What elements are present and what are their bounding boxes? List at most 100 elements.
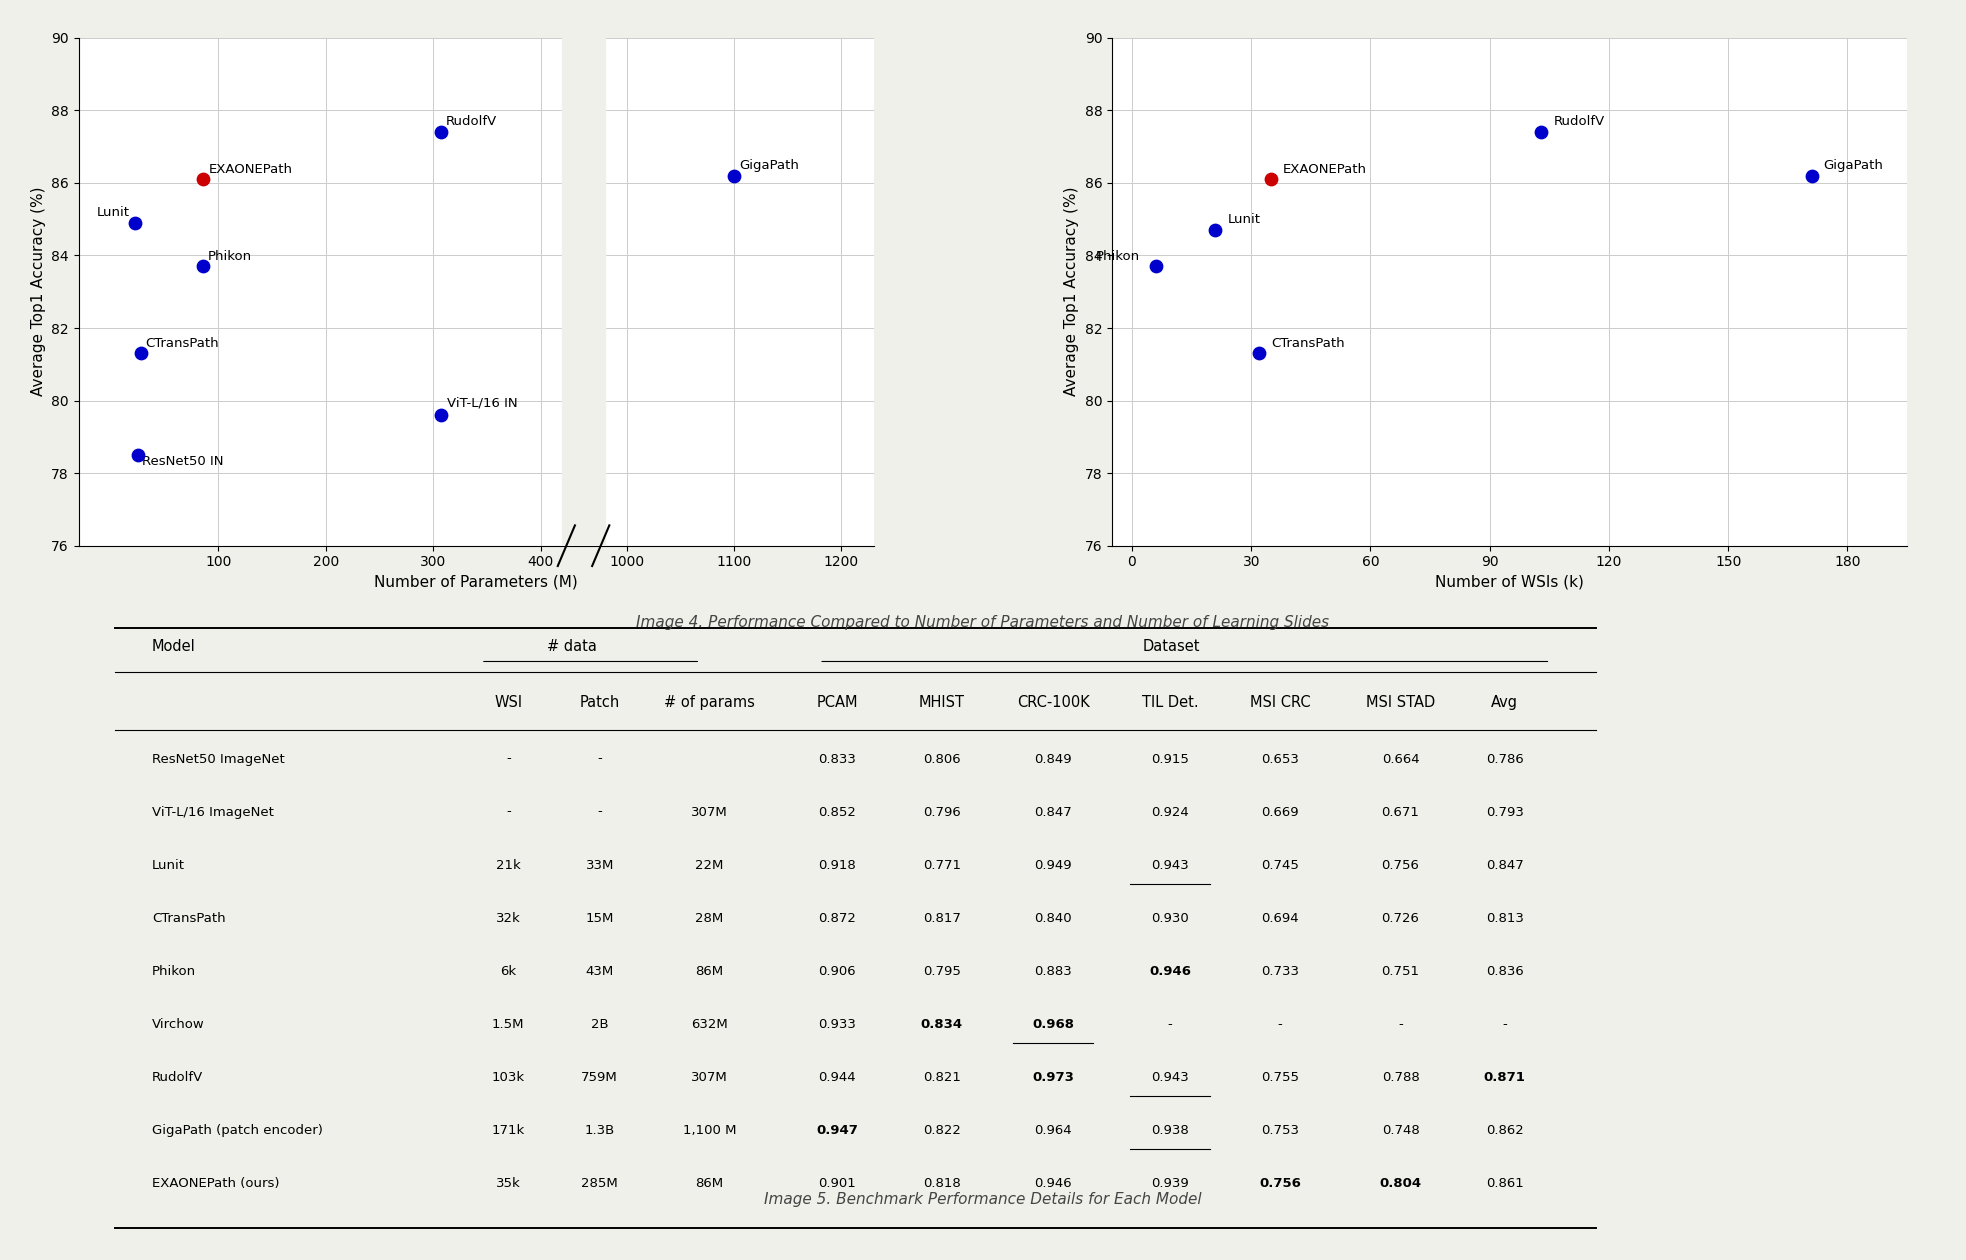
Text: 43M: 43M [586,965,613,978]
Text: 0.748: 0.748 [1382,1124,1419,1137]
Text: 0.733: 0.733 [1260,965,1300,978]
Text: RudolfV: RudolfV [1553,116,1604,129]
Text: 0.753: 0.753 [1260,1124,1300,1137]
Text: MSI CRC: MSI CRC [1250,696,1309,711]
Text: Phikon: Phikon [1095,249,1140,263]
Text: 0.653: 0.653 [1260,752,1300,766]
Text: PCAM: PCAM [816,696,859,711]
Text: 0.817: 0.817 [922,911,961,925]
Point [1199,220,1231,241]
Text: -: - [598,752,602,766]
Text: -: - [505,805,511,819]
Text: Model: Model [151,639,195,654]
Text: Virchow: Virchow [151,1018,204,1031]
Text: 35k: 35k [495,1177,521,1189]
Text: 0.871: 0.871 [1484,1071,1526,1084]
Text: 0.943: 0.943 [1152,1071,1189,1084]
Text: Lunit: Lunit [151,858,185,872]
Text: EXAONEPath: EXAONEPath [208,163,293,175]
Point [1243,343,1274,363]
Text: -: - [1168,1018,1172,1031]
Text: 15M: 15M [586,911,613,925]
Text: 0.788: 0.788 [1382,1071,1419,1084]
Text: 0.852: 0.852 [818,805,857,819]
Text: 0.938: 0.938 [1152,1124,1189,1137]
Text: 0.930: 0.930 [1152,911,1189,925]
Text: 0.918: 0.918 [818,858,857,872]
Text: 0.669: 0.669 [1260,805,1300,819]
Text: 759M: 759M [582,1071,617,1084]
Text: 0.872: 0.872 [818,911,857,925]
Text: 1.3B: 1.3B [584,1124,615,1137]
Text: WSI: WSI [493,696,523,711]
X-axis label: Number of WSIs (k): Number of WSIs (k) [1435,575,1585,590]
Point [187,256,218,276]
Text: 0.836: 0.836 [1486,965,1524,978]
Text: 0.751: 0.751 [1382,965,1419,978]
Text: -: - [505,752,511,766]
Point [118,213,149,233]
Text: CTransPath: CTransPath [145,336,218,350]
Text: 0.671: 0.671 [1382,805,1419,819]
Text: 103k: 103k [492,1071,525,1084]
Text: 0.946: 0.946 [1034,1177,1071,1189]
Text: CTransPath: CTransPath [151,911,226,925]
Text: 86M: 86M [696,1177,723,1189]
Text: 0.840: 0.840 [1034,911,1071,925]
Text: 0.813: 0.813 [1486,911,1524,925]
Point [425,404,456,425]
Text: 2B: 2B [592,1018,609,1031]
Text: 6k: 6k [499,965,517,978]
Point [122,445,153,465]
Text: 0.786: 0.786 [1486,752,1524,766]
Text: Image 5. Benchmark Performance Details for Each Model: Image 5. Benchmark Performance Details f… [765,1192,1201,1207]
Text: # data: # data [547,639,598,654]
Text: -: - [1398,1018,1404,1031]
Text: 0.946: 0.946 [1150,965,1191,978]
Text: 0.833: 0.833 [818,752,857,766]
Point [1140,256,1172,276]
Point [1526,122,1557,142]
Point [126,343,157,363]
Text: 0.834: 0.834 [920,1018,963,1031]
Text: GigaPath: GigaPath [739,159,800,173]
Text: Phikon: Phikon [208,249,252,263]
Text: 28M: 28M [696,911,723,925]
Text: 0.924: 0.924 [1152,805,1189,819]
Text: TIL Det.: TIL Det. [1142,696,1199,711]
Text: EXAONEPath (ours): EXAONEPath (ours) [151,1177,279,1189]
Text: 0.943: 0.943 [1152,858,1189,872]
Text: ViT-L/16 ImageNet: ViT-L/16 ImageNet [151,805,273,819]
Text: 0.726: 0.726 [1382,911,1419,925]
Text: RudolfV: RudolfV [446,116,497,129]
Text: 0.949: 0.949 [1034,858,1071,872]
Text: 0.964: 0.964 [1034,1124,1071,1137]
Text: 32k: 32k [495,911,521,925]
Text: ViT-L/16 IN: ViT-L/16 IN [446,397,517,410]
Text: 0.756: 0.756 [1258,1177,1301,1189]
Text: 0.883: 0.883 [1034,965,1071,978]
Text: MSI STAD: MSI STAD [1366,696,1435,711]
Text: # of params: # of params [665,696,755,711]
Text: 1.5M: 1.5M [492,1018,525,1031]
Point [1256,169,1288,189]
Text: 0.901: 0.901 [818,1177,857,1189]
Text: Patch: Patch [580,696,619,711]
Text: 0.944: 0.944 [818,1071,857,1084]
Text: 33M: 33M [586,858,613,872]
Text: RudolfV: RudolfV [151,1071,202,1084]
Text: 0.818: 0.818 [922,1177,961,1189]
Text: 0.861: 0.861 [1486,1177,1524,1189]
Text: ResNet50 IN: ResNet50 IN [142,455,224,467]
Text: 0.906: 0.906 [818,965,857,978]
Point [718,165,749,185]
Text: -: - [1278,1018,1282,1031]
Text: GigaPath: GigaPath [1824,159,1883,173]
Text: MHIST: MHIST [918,696,965,711]
Text: 0.849: 0.849 [1034,752,1071,766]
Text: 0.755: 0.755 [1260,1071,1300,1084]
Text: 632M: 632M [692,1018,727,1031]
Text: -: - [598,805,602,819]
Text: 0.862: 0.862 [1486,1124,1524,1137]
Text: 0.694: 0.694 [1260,911,1300,925]
